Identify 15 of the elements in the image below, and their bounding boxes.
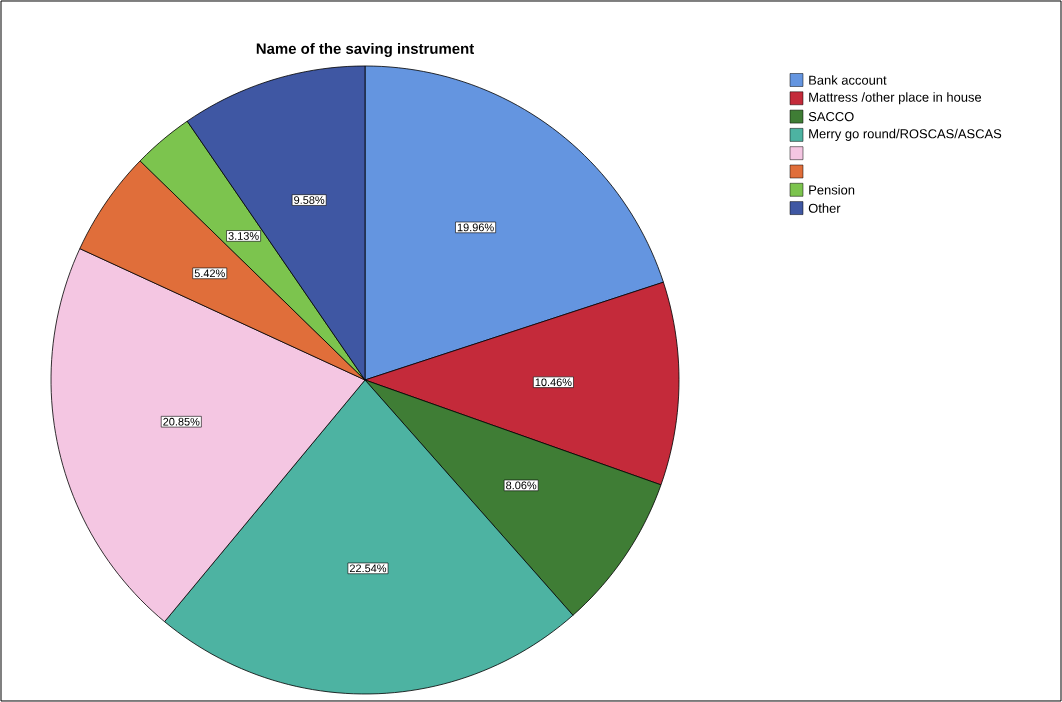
data-label: 10.46% — [535, 378, 572, 387]
legend-label: Mattress /other place in house — [809, 92, 982, 105]
data-label: 22.54% — [349, 564, 387, 573]
legend-label: Merry go round/ROSCAS/ASCAS — [809, 128, 1002, 141]
data-label: 5.42% — [194, 269, 225, 278]
chart-title: Name of the saving instrument — [256, 42, 475, 57]
data-label: 19.96% — [457, 223, 494, 232]
data-label: 8.06% — [506, 481, 537, 490]
legend-label: Pension — [809, 185, 855, 195]
data-label: 3.13% — [228, 232, 259, 240]
data-label: 9.58% — [294, 196, 325, 204]
data-label: 20.85% — [163, 417, 200, 426]
legend-label: Bank account — [809, 75, 887, 85]
legend-label: Other — [808, 203, 841, 213]
legend-label: SACCO — [808, 112, 854, 122]
